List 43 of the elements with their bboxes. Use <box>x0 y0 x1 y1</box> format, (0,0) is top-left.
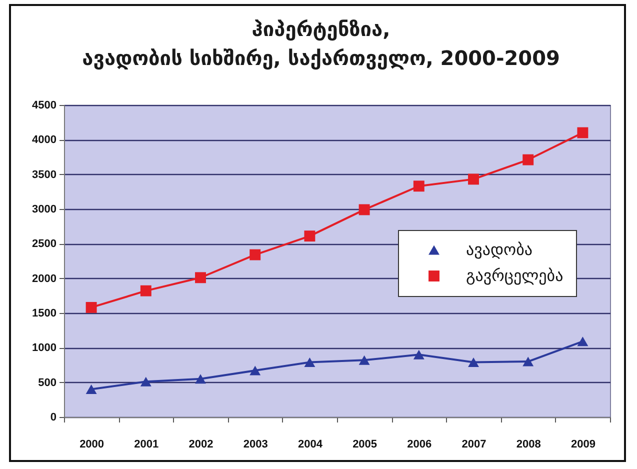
y-tick-label: 4500 <box>32 100 56 112</box>
y-tick-label: 4000 <box>32 134 56 146</box>
x-tick-label: 2007 <box>462 438 486 450</box>
point <box>195 272 206 284</box>
x-tick-label: 2003 <box>243 438 268 450</box>
point <box>577 127 588 138</box>
point <box>86 384 97 394</box>
point <box>140 285 152 296</box>
point <box>468 174 479 185</box>
point <box>195 374 206 384</box>
point <box>304 230 316 242</box>
chart-title: ჰიპერტენზია, ავადობის სიხშირე, საქართველო, 2000-2009 <box>82 17 560 70</box>
point <box>86 302 97 313</box>
point <box>140 376 152 386</box>
x-tick-label: 2009 <box>570 438 596 450</box>
x-tick-label: 2002 <box>188 438 214 450</box>
x-tick-label: 2001 <box>134 438 159 450</box>
point <box>468 357 479 367</box>
y-tick-label: 3500 <box>32 168 56 181</box>
point <box>250 249 261 260</box>
x-tick-label: 2005 <box>352 438 378 450</box>
point <box>358 204 370 216</box>
y-tick-label: 1000 <box>32 342 56 354</box>
x-tick-label: 2008 <box>516 438 541 450</box>
y-tick-label: 500 <box>38 376 56 389</box>
y-tick-label: 2500 <box>32 238 56 250</box>
point <box>522 154 534 166</box>
point <box>304 357 316 367</box>
y-tick-label: 1500 <box>32 308 56 320</box>
legend-label: გავრცელება <box>466 266 564 285</box>
point <box>413 180 424 192</box>
legend-label: ავადობა <box>466 240 533 259</box>
point <box>413 350 424 360</box>
x-tick-label: 2004 <box>298 438 324 450</box>
point <box>522 356 534 366</box>
x-tick-label: 2006 <box>407 438 432 450</box>
point <box>358 355 370 365</box>
y-tick-label: 0 <box>50 412 56 424</box>
point <box>577 336 588 346</box>
y-tick-label: 2000 <box>32 272 56 285</box>
y-tick-label: 3000 <box>32 204 56 216</box>
point <box>250 366 261 376</box>
x-tick-label: 2000 <box>80 438 104 450</box>
